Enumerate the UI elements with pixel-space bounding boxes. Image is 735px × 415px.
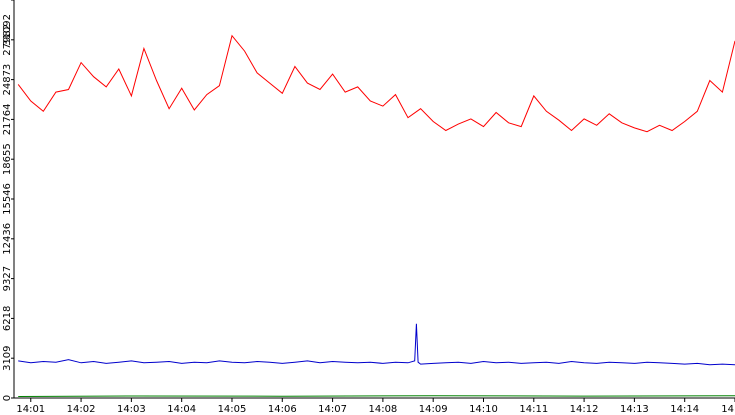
y-tick-label: 15546 [2, 183, 13, 215]
x-tick-label: 14:02 [67, 404, 96, 415]
x-tick-label: 14:06 [268, 404, 297, 415]
y-tick-label: 21764 [2, 103, 13, 135]
y-tick-label: 12436 [2, 223, 13, 255]
x-tick-label: 14:03 [117, 404, 146, 415]
series-0-line [17, 34, 735, 133]
series-2-line [18, 395, 735, 397]
y-tick-label: 31092 [2, 14, 13, 46]
y-tick-label: 9327 [2, 266, 13, 291]
y-tick-label: 0 [2, 395, 13, 401]
x-tick-label: 14:08 [368, 404, 397, 415]
y-tick-label: 6218 [2, 306, 13, 331]
x-tick-label: 14:14 [670, 404, 699, 415]
x-tick-label: 14:09 [419, 404, 448, 415]
x-tick-label: 14:13 [620, 404, 649, 415]
series-1-line [18, 323, 735, 366]
y-tick-label: 24873 [2, 64, 13, 96]
x-tick-label: 14:01 [16, 404, 45, 415]
series-layer [17, 34, 735, 397]
x-tick-label: 14:05 [218, 404, 247, 415]
x-tick-label: 14:11 [519, 404, 548, 415]
y-tick-label: 3109 [2, 345, 13, 370]
x-tick-label: 14 [721, 404, 734, 415]
y-tick-label: 27982 [2, 24, 13, 56]
x-tick-label: 14:07 [318, 404, 347, 415]
x-tick-label: 14:04 [167, 404, 196, 415]
x-tick-label: 14:12 [570, 404, 599, 415]
y-tick-label: 18655 [2, 143, 13, 175]
x-tick-label: 14:10 [469, 404, 498, 415]
